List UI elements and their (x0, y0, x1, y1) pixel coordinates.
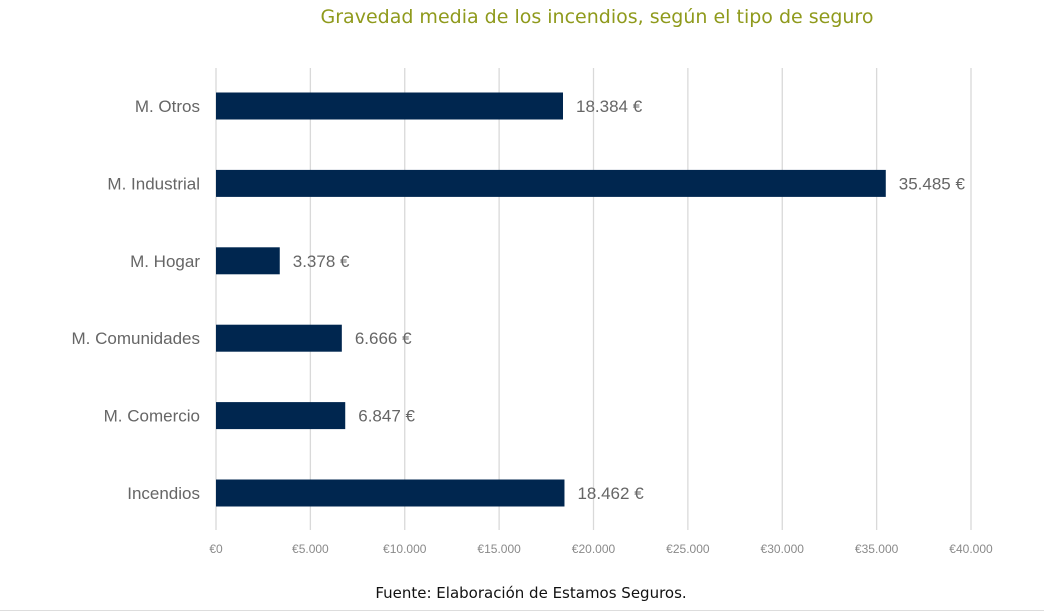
bar (216, 247, 280, 275)
bar (216, 402, 346, 430)
category-label: M. Comercio (104, 407, 200, 426)
bar (216, 92, 563, 120)
category-label: M. Otros (135, 97, 200, 116)
data-label: 6.666 € (355, 329, 412, 348)
x-tick-label: €40.000 (949, 542, 993, 556)
bar (216, 324, 342, 352)
x-tick-label: €25.000 (666, 542, 710, 556)
x-tick-label: €35.000 (855, 542, 899, 556)
bar-chart: €0 €5.000 €10.000 €15.000 €20.000 €25.000 €30.… (71, 68, 993, 556)
x-tick-label: €15.000 (477, 542, 521, 556)
x-tick-label: €5.000 (292, 542, 329, 556)
data-label: 3.378 € (293, 252, 350, 271)
category-label: M. Hogar (130, 252, 200, 271)
data-label: 18.384 € (576, 97, 643, 116)
data-label: 35.485 € (899, 174, 966, 193)
chart-title: Gravedad media de los incendios, según e… (320, 6, 874, 28)
category-label: Incendios (127, 484, 200, 503)
data-label: 6.847 € (358, 407, 415, 426)
divider (0, 610, 1044, 611)
x-tick-label: €10.000 (383, 542, 427, 556)
data-label: 18.462 € (577, 484, 644, 503)
bar (216, 169, 886, 197)
source-note: Fuente: Elaboración de Estamos Seguros. (375, 584, 687, 602)
x-tick-label: €0 (209, 542, 223, 556)
bar (216, 479, 565, 507)
x-tick-label: €30.000 (761, 542, 805, 556)
category-label: M. Comunidades (71, 329, 200, 348)
category-label: M. Industrial (107, 174, 200, 193)
x-tick-label: €20.000 (572, 542, 616, 556)
